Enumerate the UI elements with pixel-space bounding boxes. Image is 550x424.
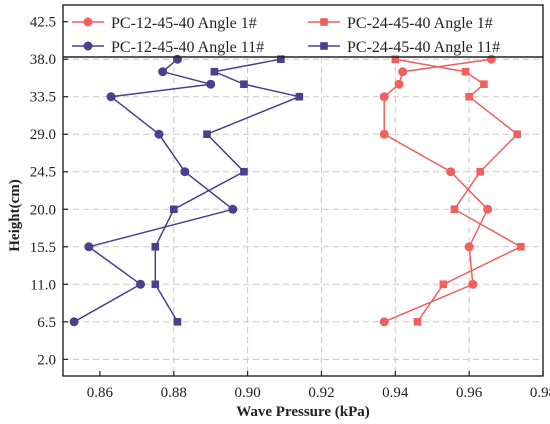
data-point-circle bbox=[379, 92, 389, 102]
data-point-circle bbox=[483, 204, 493, 214]
legend-item: PC-12-45-40 Angle 11# bbox=[72, 39, 264, 56]
y-tick-label: 11.0 bbox=[30, 277, 56, 293]
data-point-circle bbox=[228, 204, 238, 214]
legend: PC-12-45-40 Angle 1# PC-24-45-40 Angle 1#… bbox=[72, 15, 500, 56]
y-tick-label: 33.5 bbox=[30, 90, 56, 106]
data-point-circle bbox=[206, 79, 216, 89]
data-point-square bbox=[450, 205, 459, 214]
series-line bbox=[395, 58, 523, 323]
data-point-square bbox=[476, 167, 485, 176]
data-point-square bbox=[277, 55, 285, 63]
data-point-square bbox=[513, 130, 521, 139]
data-point-circle bbox=[154, 129, 164, 139]
ticks: 0.86 0.88 0.90 0.92 0.94 0.96 0.98 2.0 6.5 11.0 15… bbox=[30, 15, 550, 401]
x-axis-label: Wave Pressure (kPa) bbox=[236, 404, 370, 420]
data-point-circle bbox=[83, 17, 93, 27]
data-point-circle bbox=[468, 279, 478, 289]
data-point-circle bbox=[486, 54, 496, 64]
data-point-square bbox=[169, 205, 178, 214]
data-point-square bbox=[210, 67, 219, 76]
data-point-square bbox=[203, 130, 211, 139]
legend-label: PC-24-45-40 Angle 1# bbox=[347, 15, 493, 32]
x-tick-label: 0.90 bbox=[234, 385, 260, 401]
legend-label: PC-24-45-40 Angle 11# bbox=[347, 39, 500, 56]
x-tick-label: 0.86 bbox=[87, 385, 114, 401]
data-point-square bbox=[439, 280, 448, 289]
data-point-square bbox=[151, 242, 160, 251]
y-tick-label: 24.5 bbox=[30, 165, 56, 181]
y-tick-label: 15.5 bbox=[30, 240, 56, 256]
data-point-circle bbox=[106, 92, 116, 102]
data-point-circle bbox=[84, 242, 94, 252]
legend-label: PC-12-45-40 Angle 11# bbox=[111, 39, 264, 56]
data-point-circle bbox=[394, 79, 404, 89]
data-point-circle bbox=[464, 242, 474, 252]
series-4 bbox=[151, 55, 304, 326]
data-point-square bbox=[465, 92, 473, 101]
plot-frame bbox=[62, 4, 544, 377]
data-point-circle bbox=[69, 317, 79, 327]
x-tick-label: 0.96 bbox=[456, 385, 483, 401]
y-tick-label: 6.5 bbox=[37, 315, 56, 331]
y-tick-label: 42.5 bbox=[30, 15, 56, 31]
data-point-circle bbox=[83, 41, 93, 51]
data-point-square bbox=[173, 318, 182, 326]
series-line bbox=[154, 58, 302, 323]
data-point-square bbox=[320, 18, 328, 26]
y-tick-label: 20.0 bbox=[30, 202, 56, 218]
data-point-square bbox=[413, 318, 422, 326]
data-point-circle bbox=[158, 67, 168, 77]
data-point-square bbox=[240, 167, 248, 176]
data-point-square bbox=[295, 92, 304, 101]
legend-item: PC-12-45-40 Angle 1# bbox=[72, 15, 257, 32]
data-point-circle bbox=[136, 279, 146, 289]
y-tick-label: 2.0 bbox=[37, 352, 56, 368]
series-2 bbox=[391, 55, 525, 326]
data-point-square bbox=[517, 242, 525, 251]
series-line bbox=[383, 58, 492, 323]
data-point-square bbox=[480, 80, 488, 89]
data-point-square bbox=[461, 67, 470, 76]
y-tick-label: 29.0 bbox=[30, 127, 56, 143]
x-tick-label: 0.92 bbox=[308, 385, 334, 401]
series-3 bbox=[69, 54, 238, 327]
legend-item: PC-24-45-40 Angle 11# bbox=[308, 39, 500, 56]
series-line bbox=[73, 58, 235, 323]
legend-label: PC-12-45-40 Angle 1# bbox=[111, 15, 257, 32]
data-point-circle bbox=[180, 167, 190, 177]
data-point-circle bbox=[398, 67, 408, 77]
x-tick-label: 0.94 bbox=[382, 385, 409, 401]
data-point-square bbox=[151, 280, 160, 289]
data-point-circle bbox=[172, 54, 182, 64]
data-point-square bbox=[240, 80, 248, 89]
x-tick-label: 0.98 bbox=[530, 385, 550, 401]
data-point-circle bbox=[379, 317, 389, 327]
data-point-square bbox=[320, 42, 328, 50]
x-tick-label: 0.88 bbox=[161, 385, 187, 401]
data-point-square bbox=[391, 55, 400, 63]
y-axis-label: Height(cm) bbox=[7, 179, 23, 251]
y-tick-label: 38.0 bbox=[30, 52, 56, 68]
legend-item: PC-24-45-40 Angle 1# bbox=[308, 15, 493, 32]
data-point-circle bbox=[379, 129, 389, 139]
data-point-circle bbox=[446, 167, 456, 177]
